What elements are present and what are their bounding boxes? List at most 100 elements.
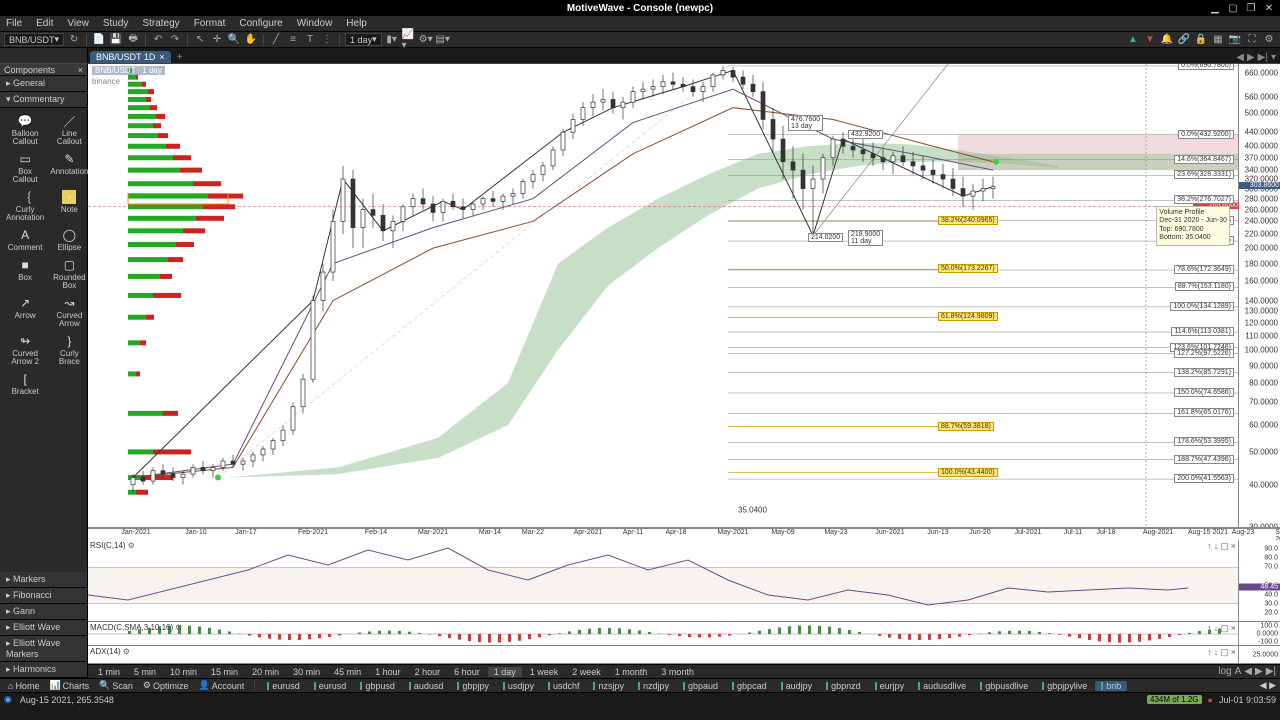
- price-axis[interactable]: 30.000040.000050.000060.000070.000080.00…: [1238, 64, 1280, 527]
- menu-view[interactable]: View: [67, 18, 89, 29]
- watch-eurusd[interactable]: eurusd: [308, 681, 353, 691]
- fib-level-yellow[interactable]: 61.8%(124.9809): [938, 312, 998, 321]
- fib-level[interactable]: 23.6%(328.3331): [1174, 170, 1234, 179]
- lock-icon[interactable]: 🔒: [1194, 33, 1208, 47]
- timeframe-selector[interactable]: 1 day ▾: [345, 33, 382, 46]
- fib-level[interactable]: 200.0%(41.5563): [1174, 474, 1234, 483]
- fib-level-yellow[interactable]: 100.0%(43.4400): [938, 468, 998, 477]
- tool-box[interactable]: ■Box: [4, 256, 46, 292]
- bar-style-icon[interactable]: ▮▾: [385, 33, 399, 47]
- watch-gbpusdlive[interactable]: gbpusdlive: [974, 681, 1034, 691]
- timeframe-1-month[interactable]: 1 month: [609, 667, 654, 677]
- undo-icon[interactable]: ↶: [151, 33, 165, 47]
- watch-gbpcad[interactable]: gbpcad: [726, 681, 773, 691]
- watch-audusd[interactable]: audusd: [403, 681, 450, 691]
- scale-log-icon[interactable]: log: [1218, 666, 1231, 677]
- panel-up-icon[interactable]: ↑: [1207, 623, 1212, 634]
- indicator-icon[interactable]: ▤▾: [436, 33, 450, 47]
- fib-level[interactable]: 0.0%(432.9200): [1178, 130, 1234, 139]
- tool-note[interactable]: ▪Note: [48, 188, 90, 224]
- timeframe-1-week[interactable]: 1 week: [524, 667, 565, 677]
- panel-up-icon[interactable]: ↑: [1207, 541, 1212, 552]
- macd-panel[interactable]: MACD(C,SMA,3,10,16)⚙ ↑↓▢× 100.00.0000-10…: [88, 622, 1280, 646]
- panel-close-icon[interactable]: ×: [1231, 623, 1236, 634]
- main-chart[interactable]: 600.7000690.780035.0400 BNB/USDT · 1 day…: [88, 64, 1280, 528]
- text-tool-icon[interactable]: T: [303, 33, 317, 47]
- grid-icon[interactable]: ▦: [1211, 33, 1225, 47]
- watch-bnb[interactable]: bnb: [1095, 681, 1127, 691]
- nav-account[interactable]: 👤Account: [195, 680, 249, 691]
- watch-gbpaud[interactable]: gbpaud: [677, 681, 724, 691]
- tool-arrow[interactable]: ↗Arrow: [4, 294, 46, 330]
- symbol-selector[interactable]: BNB/USDT ▾: [4, 33, 64, 46]
- panel-down-icon[interactable]: ↓: [1214, 647, 1219, 658]
- minimize-icon[interactable]: ▁: [1208, 2, 1222, 14]
- fib-level[interactable]: 127.2%(97.5226): [1174, 349, 1234, 358]
- panel-close-icon[interactable]: ×: [1231, 541, 1236, 552]
- scroll-end-icon[interactable]: ▶|: [1266, 666, 1276, 677]
- tool-curved-arrow-2[interactable]: ↬Curved Arrow 2: [4, 332, 46, 368]
- link-icon[interactable]: 🔗: [1177, 33, 1191, 47]
- print-icon[interactable]: 🖶: [126, 33, 140, 47]
- nav-right-icon[interactable]: ▶: [1247, 52, 1255, 63]
- nav-charts[interactable]: 📊Charts: [45, 680, 93, 691]
- timeframe-1-min[interactable]: 1 min: [92, 667, 126, 677]
- price-point-label[interactable]: 476.760013 day: [788, 115, 823, 131]
- add-tab-icon[interactable]: +: [171, 52, 189, 63]
- fib-level[interactable]: 188.7%(47.4396): [1174, 455, 1234, 464]
- adx-panel[interactable]: ADX(14)⚙ ↑↓▢× 25.0000: [88, 646, 1280, 664]
- tool-line-callout[interactable]: ／Line Callout: [48, 112, 90, 148]
- tool-curved-arrow[interactable]: ↝Curved Arrow: [48, 294, 90, 330]
- sidebar-group-fibonacci[interactable]: ▸ Fibonacci: [0, 588, 87, 604]
- watch-gbpusd[interactable]: gbpusd: [354, 681, 401, 691]
- refresh-icon[interactable]: ↻: [67, 33, 81, 47]
- fib-level[interactable]: 114.6%(113.0381): [1171, 327, 1234, 336]
- fib-level[interactable]: 161.8%(65.0176): [1174, 408, 1234, 417]
- scroll-right-icon[interactable]: ▶: [1255, 666, 1263, 677]
- timeframe-3-month[interactable]: 3 month: [655, 667, 700, 677]
- watch-nzdjpy[interactable]: nzdjpy: [632, 681, 675, 691]
- sidebar-group-gann[interactable]: ▸ Gann: [0, 604, 87, 620]
- tool-comment[interactable]: AComment: [4, 226, 46, 254]
- timeframe-5-min[interactable]: 5 min: [128, 667, 162, 677]
- timeframe-20-min[interactable]: 20 min: [246, 667, 285, 677]
- fib-level[interactable]: 14.6%(364.8467): [1174, 155, 1234, 164]
- watch-gbpjpy[interactable]: gbpjpy: [451, 681, 495, 691]
- settings-icon[interactable]: ⚙▾: [419, 33, 433, 47]
- nav-scan[interactable]: 🔍Scan: [95, 680, 137, 691]
- tool-curly-annotation[interactable]: ｛Curly Annotation: [4, 188, 46, 224]
- nav-home[interactable]: ⌂Home: [4, 681, 43, 691]
- tool-annotation[interactable]: ✎Annotation: [48, 150, 90, 186]
- panel-max-icon[interactable]: ▢: [1220, 647, 1229, 658]
- timeframe-6-hour[interactable]: 6 hour: [448, 667, 486, 677]
- menu-configure[interactable]: Configure: [239, 18, 282, 29]
- crosshair-icon[interactable]: ✛: [210, 33, 224, 47]
- sidebar-group-harmonics[interactable]: ▸ Harmonics: [0, 662, 87, 678]
- time-axis[interactable]: Jan-2021Jan-10Jan-17Feb-2021Feb-14Mar-20…: [88, 528, 1280, 540]
- nav-end-icon[interactable]: ▶|: [1258, 52, 1268, 63]
- tool-curly-brace[interactable]: }Curly Brace: [48, 332, 90, 368]
- chart-type-icon[interactable]: 📈▾: [402, 33, 416, 47]
- watch-eurusd[interactable]: eurusd: [261, 681, 306, 691]
- menu-help[interactable]: Help: [346, 18, 367, 29]
- sidebar-group-elliott-wave[interactable]: ▸ Elliott Wave: [0, 620, 87, 636]
- buy-icon[interactable]: ▲: [1126, 33, 1140, 47]
- channel-tool-icon[interactable]: ≡: [286, 33, 300, 47]
- fib-tool-icon[interactable]: ⋮: [320, 33, 334, 47]
- gear-icon[interactable]: ⚙: [1262, 33, 1276, 47]
- close-icon[interactable]: ✕: [1262, 2, 1276, 14]
- fib-level-yellow[interactable]: 50.0%(173.2267): [938, 264, 998, 273]
- sidebar-close-icon[interactable]: ×: [78, 65, 83, 75]
- fullscreen-icon[interactable]: ⛶: [1245, 33, 1259, 47]
- restore-icon[interactable]: ❐: [1244, 2, 1258, 14]
- sidebar-group-markers[interactable]: ▸ Markers: [0, 572, 87, 588]
- price-point-label[interactable]: 214.0200: [808, 233, 843, 242]
- new-icon[interactable]: 📄: [92, 33, 106, 47]
- sidebar-group-elliott-wave-markers[interactable]: ▸ Elliott Wave Markers: [0, 636, 87, 662]
- hand-icon[interactable]: ✋: [244, 33, 258, 47]
- nav-left-icon[interactable]: ◀: [1236, 52, 1244, 63]
- line-tool-icon[interactable]: ╱: [269, 33, 283, 47]
- fib-level[interactable]: 178.6%(53.3995): [1174, 437, 1234, 446]
- fib-level[interactable]: 38.2%(276.7027): [1174, 195, 1234, 204]
- fib-level-yellow[interactable]: 38.2%(240.0965): [938, 216, 998, 225]
